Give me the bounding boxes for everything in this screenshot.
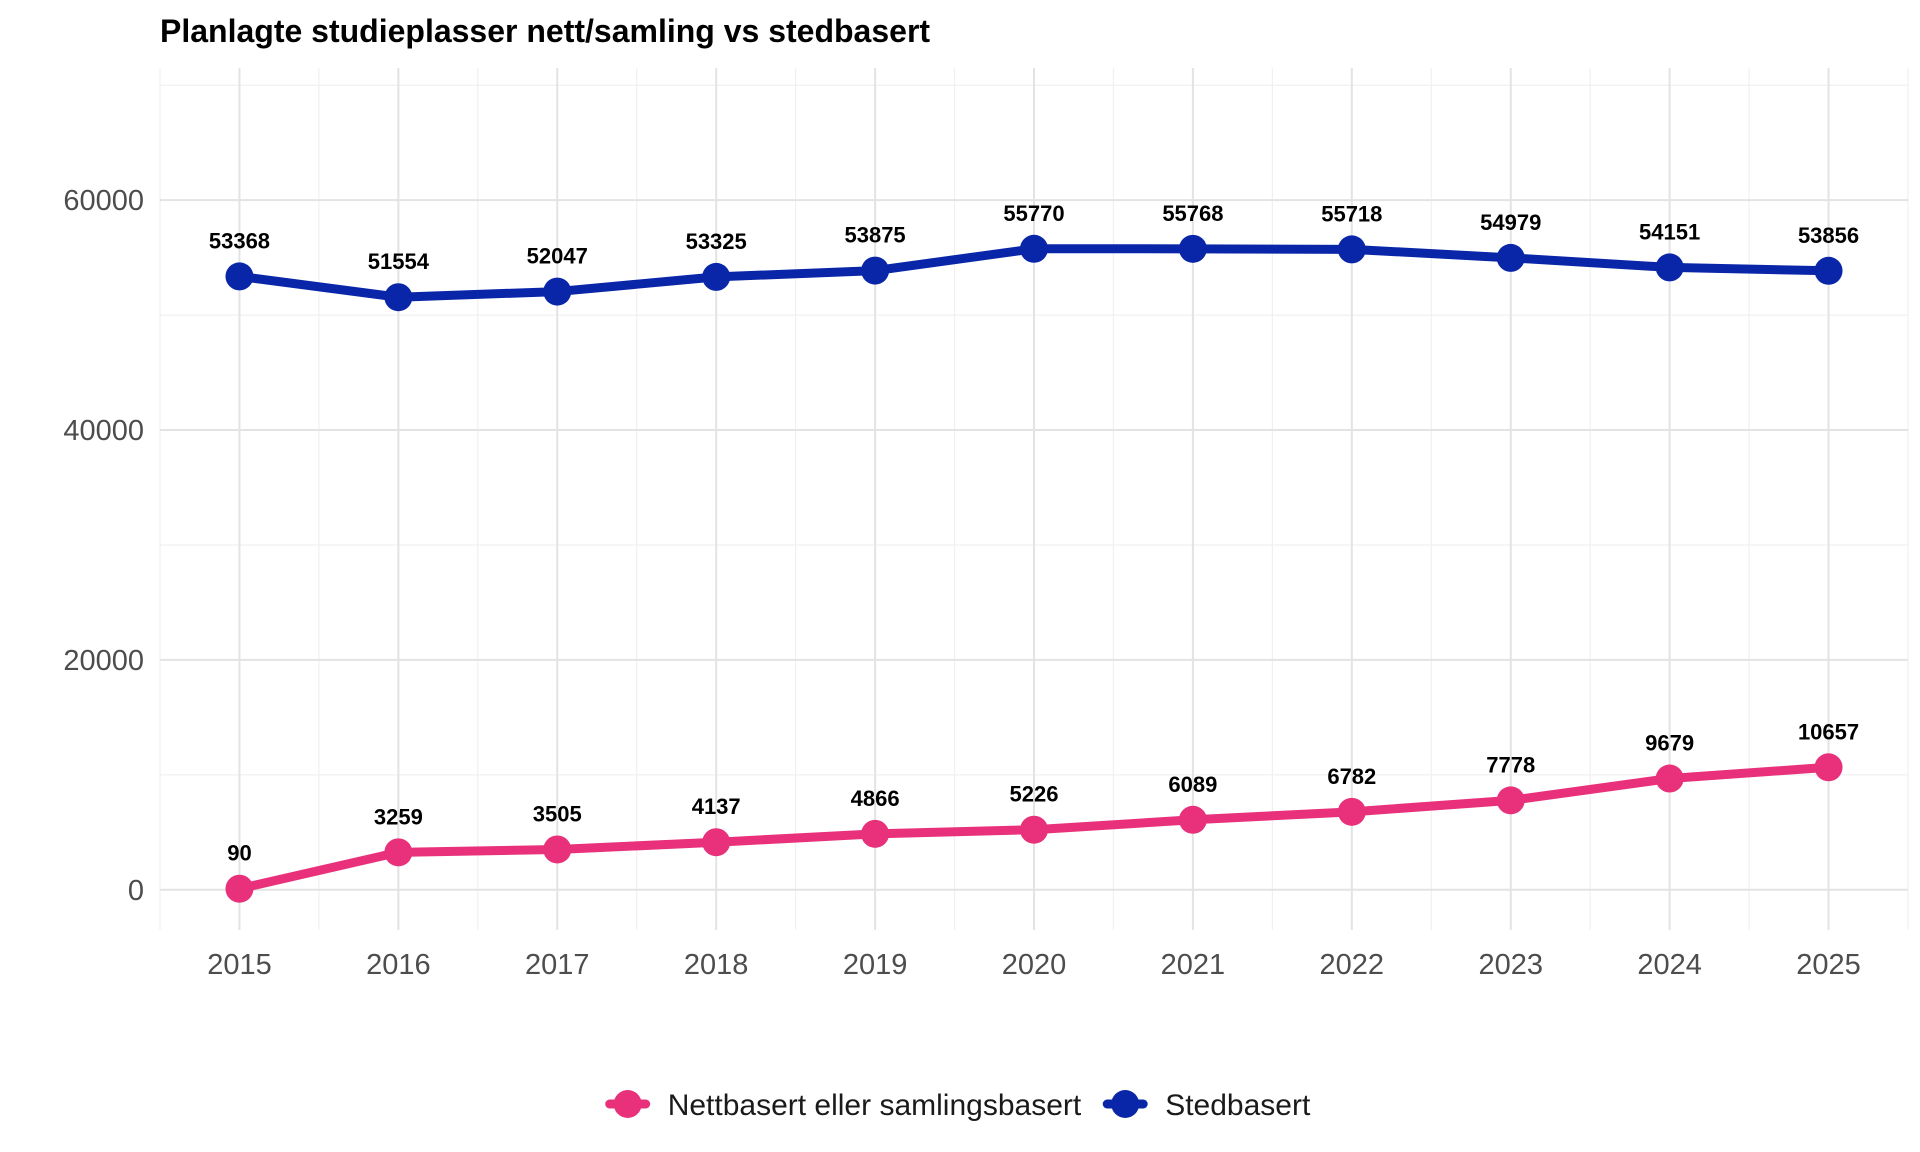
data-labels: 90 3259 3505 4137 4866 5226 6089 6782 7778 9679 10…	[209, 201, 1859, 866]
data-point	[1337, 797, 1366, 826]
data-label: 53875	[844, 223, 905, 248]
legend: Nettbasert eller samlingsbasert Stedbaser…	[605, 1089, 1311, 1122]
data-point	[543, 277, 572, 306]
y-tick-label: 0	[128, 875, 144, 907]
data-point	[1496, 786, 1525, 815]
x-tick-label: 2016	[366, 949, 431, 981]
data-point	[225, 874, 254, 903]
data-point	[1814, 753, 1843, 782]
legend-item-0: Nettbasert eller samlingsbasert	[605, 1089, 1082, 1122]
data-label: 55770	[1003, 201, 1064, 226]
data-label: 4866	[851, 786, 900, 811]
data-label: 7778	[1486, 752, 1535, 777]
legend-item-1: Stedbasert	[1102, 1089, 1311, 1122]
legend-label: Stedbasert	[1165, 1089, 1311, 1122]
data-point	[1655, 764, 1684, 793]
data-label: 90	[227, 841, 251, 866]
data-point	[1337, 235, 1366, 264]
data-point	[1020, 234, 1048, 263]
data-label: 3259	[374, 804, 423, 829]
x-tick-label: 2020	[1002, 949, 1067, 981]
data-point	[384, 838, 413, 867]
data-label: 53368	[209, 228, 270, 253]
legend-key-point	[613, 1090, 642, 1118]
data-point	[384, 283, 413, 312]
data-point	[861, 256, 890, 285]
data-point	[702, 828, 731, 857]
x-tick-label: 2015	[207, 949, 272, 981]
data-label: 54979	[1480, 210, 1541, 235]
y-tick-label: 60000	[63, 185, 144, 217]
data-label: 3505	[533, 801, 582, 826]
data-label: 51554	[368, 249, 430, 274]
data-point	[1814, 256, 1843, 285]
chart-title: Planlagte studieplasser nett/samling vs …	[160, 13, 930, 49]
data-point	[225, 262, 254, 291]
data-point	[1496, 243, 1525, 272]
data-point	[1178, 234, 1207, 263]
data-label: 53325	[686, 229, 747, 254]
x-tick-label: 2021	[1161, 949, 1226, 981]
legend-key-point	[1111, 1090, 1140, 1118]
grid	[159, 68, 1909, 930]
x-tick-label: 2025	[1796, 949, 1861, 981]
series-1	[225, 234, 1843, 312]
data-label: 10657	[1798, 719, 1859, 744]
data-label: 5226	[1010, 782, 1059, 807]
data-label: 55768	[1162, 201, 1223, 226]
data-label: 55718	[1321, 201, 1382, 226]
data-point	[861, 819, 890, 848]
x-tick-label: 2017	[525, 949, 590, 981]
data-point	[543, 835, 572, 864]
y-axis-ticks: 0 20000 40000 60000	[63, 185, 144, 907]
x-tick-label: 2019	[843, 949, 908, 981]
x-tick-label: 2018	[684, 949, 749, 981]
data-point	[1020, 815, 1048, 844]
data-label: 6089	[1168, 772, 1217, 797]
legend-label: Nettbasert eller samlingsbasert	[668, 1089, 1082, 1122]
x-axis-ticks: 2015 2016 2017 2018 2019 2020 2021 2022 2023 2024…	[207, 949, 1861, 981]
data-label: 53856	[1798, 223, 1859, 248]
series-0	[225, 753, 1843, 903]
data-point	[702, 262, 731, 291]
data-label: 52047	[527, 244, 588, 269]
y-tick-label: 20000	[63, 645, 144, 677]
series-lines	[225, 234, 1843, 903]
data-point	[1178, 805, 1207, 834]
x-tick-label: 2024	[1637, 949, 1702, 981]
y-tick-label: 40000	[63, 415, 144, 447]
data-label: 4137	[692, 794, 741, 819]
x-tick-label: 2022	[1320, 949, 1385, 981]
x-tick-label: 2023	[1478, 949, 1543, 981]
data-label: 6782	[1327, 764, 1376, 789]
data-label: 9679	[1645, 731, 1694, 756]
data-label: 54151	[1639, 219, 1700, 244]
data-point	[1655, 253, 1684, 282]
